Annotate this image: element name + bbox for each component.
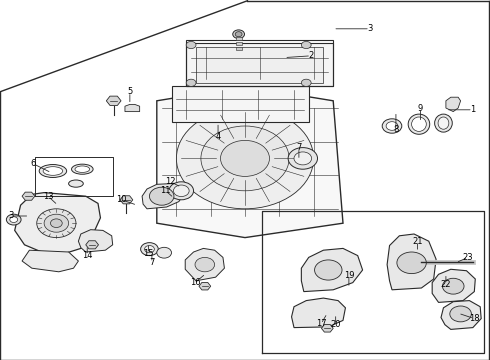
Circle shape <box>294 152 312 165</box>
Ellipse shape <box>43 167 63 175</box>
Circle shape <box>288 148 318 169</box>
Circle shape <box>169 182 194 200</box>
Polygon shape <box>142 184 184 209</box>
Circle shape <box>220 140 270 176</box>
Circle shape <box>315 260 342 280</box>
Polygon shape <box>441 301 481 329</box>
Circle shape <box>382 119 402 133</box>
Circle shape <box>397 252 426 274</box>
Text: 7: 7 <box>149 258 154 267</box>
Circle shape <box>195 257 215 272</box>
Polygon shape <box>185 248 224 281</box>
Circle shape <box>233 30 245 39</box>
Text: 1: 1 <box>470 105 475 114</box>
Ellipse shape <box>75 166 90 172</box>
Polygon shape <box>120 196 133 204</box>
Polygon shape <box>125 104 140 112</box>
Ellipse shape <box>435 114 452 132</box>
Polygon shape <box>292 298 345 328</box>
Polygon shape <box>199 283 211 290</box>
Text: 3: 3 <box>368 24 372 33</box>
Circle shape <box>301 79 311 86</box>
Ellipse shape <box>438 117 449 129</box>
Bar <box>236 37 242 40</box>
Ellipse shape <box>69 180 83 187</box>
Text: 6: 6 <box>31 159 36 168</box>
Bar <box>196 47 323 83</box>
Bar <box>236 42 242 45</box>
Text: 8: 8 <box>393 125 398 134</box>
Text: 11: 11 <box>160 186 171 195</box>
Bar <box>236 47 242 50</box>
Ellipse shape <box>39 165 67 177</box>
Polygon shape <box>446 97 461 112</box>
Circle shape <box>44 214 69 232</box>
Circle shape <box>10 217 18 222</box>
Circle shape <box>157 247 172 258</box>
Polygon shape <box>106 96 121 105</box>
Ellipse shape <box>412 117 426 131</box>
Polygon shape <box>301 248 363 292</box>
Ellipse shape <box>408 114 430 134</box>
Polygon shape <box>157 86 343 238</box>
Circle shape <box>149 187 174 205</box>
Text: 20: 20 <box>330 320 341 329</box>
Text: 7: 7 <box>296 143 301 152</box>
Text: 10: 10 <box>116 195 127 204</box>
Circle shape <box>176 108 314 209</box>
Circle shape <box>37 209 76 238</box>
Text: 14: 14 <box>82 251 93 260</box>
Circle shape <box>173 185 189 197</box>
Text: 13: 13 <box>43 192 53 201</box>
Circle shape <box>145 246 154 253</box>
Bar <box>186 43 333 86</box>
Circle shape <box>201 126 289 191</box>
Circle shape <box>186 79 196 86</box>
Text: 22: 22 <box>441 280 451 289</box>
Circle shape <box>141 243 158 256</box>
Bar <box>172 86 309 122</box>
Circle shape <box>6 214 21 225</box>
Text: 9: 9 <box>418 104 423 112</box>
Circle shape <box>50 219 62 228</box>
Text: 16: 16 <box>190 278 200 287</box>
Circle shape <box>442 278 464 294</box>
Bar <box>186 40 333 86</box>
Text: 2: 2 <box>309 51 314 60</box>
Polygon shape <box>22 250 78 272</box>
Polygon shape <box>321 325 333 332</box>
Polygon shape <box>387 234 436 290</box>
Text: 21: 21 <box>412 237 423 246</box>
Circle shape <box>301 41 311 49</box>
Circle shape <box>186 41 196 49</box>
Text: 15: 15 <box>143 249 154 258</box>
Text: 23: 23 <box>463 253 473 262</box>
Circle shape <box>235 32 242 37</box>
Text: 4: 4 <box>216 132 220 141</box>
Text: 17: 17 <box>316 320 326 328</box>
Text: 3: 3 <box>8 211 13 220</box>
Circle shape <box>386 122 398 130</box>
Text: 5: 5 <box>127 87 132 96</box>
Polygon shape <box>22 192 35 200</box>
Circle shape <box>450 306 471 322</box>
Polygon shape <box>78 230 113 252</box>
Text: 19: 19 <box>343 271 354 280</box>
Text: 12: 12 <box>165 177 176 186</box>
Polygon shape <box>432 269 475 302</box>
Polygon shape <box>15 193 100 254</box>
Text: 18: 18 <box>469 314 480 323</box>
Polygon shape <box>86 241 98 249</box>
Ellipse shape <box>72 164 93 174</box>
